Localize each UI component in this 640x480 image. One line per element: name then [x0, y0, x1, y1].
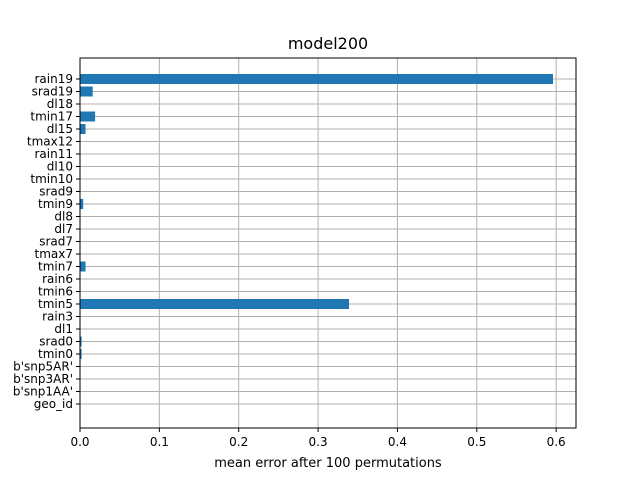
y-tick-label: rain11: [35, 147, 74, 161]
y-tick-label: tmin6: [38, 285, 73, 299]
y-tick-label: dl18: [47, 97, 73, 111]
y-axis: rain19srad19dl18tmin17dl15tmax12rain11dl…: [13, 72, 80, 411]
x-tick-label: 0.4: [388, 435, 407, 449]
y-tick-label: b'snp5AR': [13, 360, 73, 374]
bar: [80, 124, 86, 134]
x-axis: 0.0 0.1 0.2 0.3 0.4 0.5 0.6: [70, 428, 566, 449]
y-tick-label: b'snp1AA': [13, 385, 73, 399]
y-tick-label: b'snp3AR': [13, 372, 73, 386]
bar: [80, 336, 82, 347]
y-tick-label: srad19: [32, 85, 73, 99]
x-tick-label: 0.1: [150, 435, 169, 449]
bar: [80, 299, 350, 309]
y-tick-label: srad0: [39, 335, 73, 349]
y-tick-label: dl7: [54, 222, 73, 236]
y-tick-label: srad9: [39, 185, 73, 199]
bar: [80, 261, 86, 272]
bar: [80, 74, 553, 84]
y-tick-label: tmax7: [35, 247, 73, 261]
x-tick-label: 0.2: [229, 435, 248, 449]
y-tick-label: geo_id: [34, 397, 73, 411]
y-tick-label: tmin10: [30, 172, 73, 186]
y-tick-label: tmin17: [30, 110, 73, 124]
y-tick-label: dl1: [54, 322, 73, 336]
y-tick-label: tmin0: [38, 347, 73, 361]
y-tick-label: tmin9: [38, 197, 73, 211]
y-tick-label: rain6: [42, 272, 73, 286]
y-tick-label: srad7: [39, 235, 73, 249]
x-axis-label: mean error after 100 permutations: [214, 456, 442, 471]
y-tick-label: dl8: [54, 210, 73, 224]
y-tick-label: tmax12: [27, 135, 73, 149]
bar: [80, 349, 82, 359]
bar: [80, 199, 84, 209]
bar: [80, 86, 93, 97]
grid: [79, 58, 576, 428]
bar: [80, 111, 96, 122]
y-tick-label: rain19: [35, 72, 74, 86]
x-tick-label: 0.5: [467, 435, 486, 449]
x-tick-label: 0.6: [547, 435, 566, 449]
y-tick-label: dl15: [47, 122, 73, 136]
y-tick-label: tmin7: [38, 260, 73, 274]
x-tick-label: 0.3: [309, 435, 328, 449]
x-tick-label: 0.0: [70, 435, 89, 449]
y-tick-label: dl10: [47, 160, 73, 174]
y-tick-label: rain3: [42, 310, 73, 324]
bars: [80, 74, 553, 359]
plot-frame: [79, 57, 577, 429]
y-tick-label: tmin5: [38, 297, 73, 311]
chart-title: model200: [288, 34, 368, 53]
